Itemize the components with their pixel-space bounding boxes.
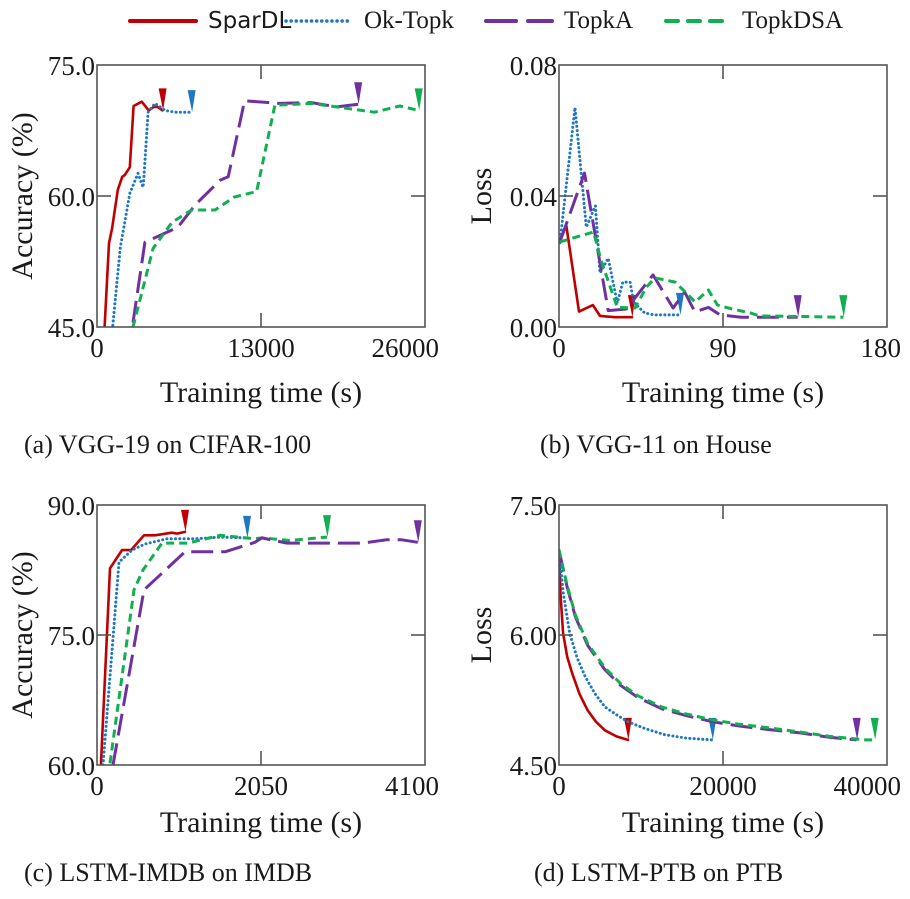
y-axis-label: Accuracy (%) <box>6 551 39 718</box>
series-line-topkdsa <box>131 101 420 327</box>
legend-swatch-solid <box>128 19 198 23</box>
x-tick-label: 20000 <box>689 771 757 801</box>
x-tick-label: 0 <box>90 771 104 801</box>
plot-frame <box>558 504 888 766</box>
series-line-spardl <box>99 530 187 765</box>
y-tick-label: 4.50 <box>510 751 557 781</box>
chart-panel-b: 0 90 180 0.00 0.04 0.08 Training time (s) Loss <box>465 51 901 409</box>
legend-swatch-longdash <box>484 19 554 23</box>
series-line-oktopk <box>559 548 714 742</box>
legend-swatch-dashed <box>664 19 732 23</box>
legend: SparDL Ok-Topk TopkA TopkDSA <box>0 4 910 38</box>
x-axis-label: Training time (s) <box>622 376 824 409</box>
legend-item-topka: TopkA <box>484 4 633 38</box>
y-tick-label: 0.04 <box>510 182 558 212</box>
y-axis-label: Loss <box>465 607 498 664</box>
y-tick-label: 90.0 <box>48 491 95 521</box>
series-line-topkdsa <box>108 533 328 764</box>
end-marker-spardl <box>158 88 167 111</box>
x-tick-label: 40000 <box>834 771 902 801</box>
y-tick-label: 75.0 <box>48 621 95 651</box>
y-tick-label: 6.00 <box>510 621 557 651</box>
x-tick-label: 0 <box>552 771 566 801</box>
y-tick-label: 45.0 <box>48 313 95 343</box>
series-line-topkdsa <box>559 230 844 319</box>
legend-label: TopkDSA <box>742 7 844 34</box>
x-tick-label: 180 <box>861 333 902 363</box>
y-tick-label: 60.0 <box>48 182 95 212</box>
series-line-oktopk <box>101 535 249 765</box>
x-tick-label: 0 <box>90 333 104 363</box>
caption-a: (a) VGG-19 on CIFAR-100 <box>24 430 312 459</box>
series-line-topka <box>131 99 359 323</box>
end-marker-oktopk <box>675 292 684 315</box>
caption-b: (b) VGG-11 on House <box>540 430 772 459</box>
y-tick-label: 75.0 <box>48 51 95 81</box>
end-marker-topkdsa <box>839 295 848 318</box>
x-tick-label: 4100 <box>385 771 439 801</box>
y-tick-label: 60.0 <box>48 751 95 781</box>
series-line-topkdsa <box>559 549 875 742</box>
plot-frame <box>558 64 888 328</box>
legend-swatch-dotted <box>284 19 354 23</box>
x-axis-label: Training time (s) <box>622 806 824 839</box>
chart-panel-d: 0 20000 40000 4.50 6.00 7.50 Training time (s)… <box>465 491 901 839</box>
x-axis-label: Training time (s) <box>160 806 362 839</box>
end-marker-topkdsa <box>323 515 331 538</box>
y-tick-label: 0.00 <box>510 313 557 343</box>
series-line-oktopk <box>559 106 682 317</box>
end-marker-topkdsa <box>414 88 423 111</box>
y-tick-label: 0.08 <box>510 51 557 81</box>
legend-label: SparDL <box>208 8 292 34</box>
end-marker-topka <box>852 717 861 740</box>
x-tick-label: 26000 <box>372 333 440 363</box>
series-line-topka <box>559 171 798 319</box>
legend-item-oktopk: Ok-Topk <box>284 4 454 38</box>
series-line-topka <box>559 549 857 742</box>
series-line-spardl <box>103 100 164 327</box>
y-tick-label: 7.50 <box>510 491 557 521</box>
series-line-topka <box>111 536 419 765</box>
end-marker-oktopk <box>243 515 251 538</box>
end-marker-topkdsa <box>870 717 879 740</box>
legend-label-text: Ok-Topk <box>364 7 454 34</box>
legend-label: Ok-Topk <box>364 7 454 35</box>
y-axis-label: Accuracy (%) <box>6 112 39 279</box>
chart-panel-c: 0 2050 4100 60.0 75.0 90.0 Training time (s) Ac… <box>6 491 439 839</box>
chart-panel-a: 0 13000 26000 45.0 60.0 75.0 Training time (s)… <box>6 51 439 409</box>
legend-item-spardl: SparDL <box>128 4 291 38</box>
series-line-oktopk <box>111 101 194 327</box>
end-marker-topka <box>413 520 422 543</box>
x-tick-label: 0 <box>552 333 566 363</box>
plot-frame <box>96 64 426 328</box>
x-tick-label: 13000 <box>227 333 295 363</box>
end-marker-oktopk <box>187 90 196 113</box>
end-marker-topka <box>793 295 802 318</box>
legend-label: TopkA <box>564 7 634 34</box>
series-line-spardl <box>559 548 630 742</box>
y-axis-label: Loss <box>465 168 498 225</box>
x-tick-label: 2050 <box>234 771 288 801</box>
x-tick-label: 90 <box>710 333 737 363</box>
end-marker-spardl <box>623 717 632 740</box>
end-marker-topka <box>354 82 363 105</box>
legend-item-topkdsa: TopkDSA <box>662 4 843 38</box>
x-axis-label: Training time (s) <box>160 376 362 409</box>
caption-c: (c) LSTM-IMDB on IMDB <box>24 858 313 887</box>
caption-d: (d) LSTM-PTB on PTB <box>534 858 784 887</box>
end-marker-spardl <box>181 509 189 532</box>
